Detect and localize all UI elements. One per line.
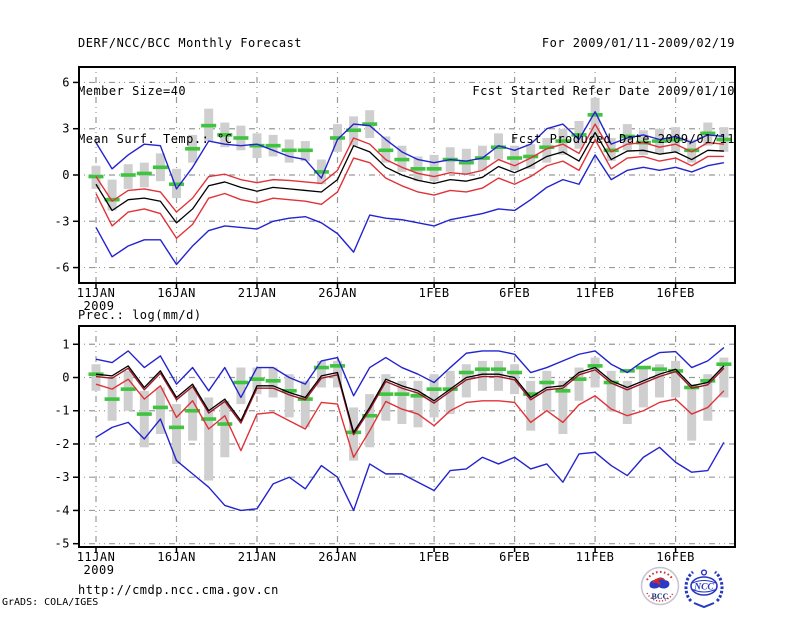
- svg-text:11FEB: 11FEB: [576, 286, 615, 300]
- temperature-panel-ensemble-mean: [95, 131, 724, 224]
- svg-text:-2: -2: [55, 437, 70, 451]
- ncc-logo-wreath: [684, 569, 724, 609]
- bcc-logo-red-swirl: [652, 577, 667, 586]
- precipitation-panel-ensemble-max: [95, 347, 725, 399]
- precipitation-panel-observation: [88, 362, 732, 435]
- precipitation-panel-title: Prec.: log(mm/d): [78, 308, 202, 322]
- member-size-label: Member Size=40: [78, 84, 187, 98]
- svg-text:6: 6: [62, 75, 70, 89]
- svg-text:-1: -1: [55, 404, 70, 418]
- precipitation-panel-ensemble-mean: [95, 365, 725, 433]
- svg-text:2009: 2009: [84, 299, 115, 313]
- svg-text:1FEB: 1FEB: [419, 550, 450, 564]
- svg-text:16FEB: 16FEB: [656, 286, 695, 300]
- svg-text:11FEB: 11FEB: [576, 550, 615, 564]
- svg-text:26JAN: 26JAN: [318, 550, 357, 564]
- temperature-panel-upper-spread: [95, 123, 724, 213]
- plot-title: DERF/NCC/BCC Monthly Forecast: [78, 36, 303, 50]
- svg-text:-4: -4: [55, 503, 70, 517]
- svg-text:11JAN: 11JAN: [77, 550, 116, 564]
- bcc-logo-text: BCC: [652, 592, 669, 601]
- svg-text:-3: -3: [55, 214, 70, 228]
- svg-text:16JAN: 16JAN: [157, 286, 196, 300]
- grads-credit: GrADS: COLA/IGES: [2, 597, 99, 608]
- bcc-logo-bottom-arc-text: [646, 592, 674, 602]
- svg-text:3: 3: [62, 122, 70, 136]
- svg-text:1: 1: [62, 337, 70, 351]
- header-right: For 2009/01/11-2009/02/19 Fcst Started R…: [472, 8, 735, 180]
- svg-text:6FEB: 6FEB: [499, 286, 530, 300]
- ncc-logo-globe: NCC: [690, 576, 718, 596]
- svg-text:0: 0: [62, 371, 70, 385]
- svg-text:21JAN: 21JAN: [238, 286, 277, 300]
- temperature-panel-ensemble-max: [95, 111, 724, 190]
- svg-text:6FEB: 6FEB: [499, 550, 530, 564]
- svg-text:16JAN: 16JAN: [157, 550, 196, 564]
- svg-text:-3: -3: [55, 470, 70, 484]
- svg-text:2009: 2009: [84, 563, 115, 577]
- svg-text:1FEB: 1FEB: [419, 286, 450, 300]
- source-url: http://cmdp.ncc.cma.gov.cn: [78, 583, 279, 597]
- forecast-valid-range: For 2009/01/11-2009/02/19: [541, 36, 735, 50]
- bcc-logo-top-arc-text: [646, 570, 674, 581]
- svg-text:21JAN: 21JAN: [238, 550, 277, 564]
- precipitation-panel-member-spread-bar: [91, 357, 729, 481]
- temperature-panel-title: Mean Surf. Temp.: °C: [78, 132, 233, 146]
- forecast-produced-date: Fcst Produced Date 2009/01/11: [510, 132, 735, 146]
- temperature-panel-lower-spread: [95, 138, 724, 239]
- precipitation-panel-ensemble-min: [95, 418, 725, 512]
- forecast-refer-date: Fcst Started Refer Date 2009/01/10: [472, 84, 735, 98]
- svg-text:26JAN: 26JAN: [318, 286, 357, 300]
- svg-text:0: 0: [62, 168, 70, 182]
- precipitation-panel-ensemble-median: [95, 367, 725, 436]
- ncc-logo-text: NCC: [693, 583, 714, 593]
- precipitation-panel-lower-spread: [95, 378, 725, 458]
- precipitation-panel-frame: [78, 325, 736, 548]
- bcc-logo: BCC: [640, 566, 680, 606]
- svg-text:16FEB: 16FEB: [656, 550, 695, 564]
- svg-text:-6: -6: [55, 261, 70, 275]
- svg-text:11JAN: 11JAN: [77, 286, 116, 300]
- svg-text:-5: -5: [55, 537, 70, 551]
- ncc-logo: NCC: [684, 569, 724, 609]
- header-left: DERF/NCC/BCC Monthly Forecast Member Siz…: [78, 8, 302, 180]
- temperature-panel-ensemble-min: [95, 154, 725, 266]
